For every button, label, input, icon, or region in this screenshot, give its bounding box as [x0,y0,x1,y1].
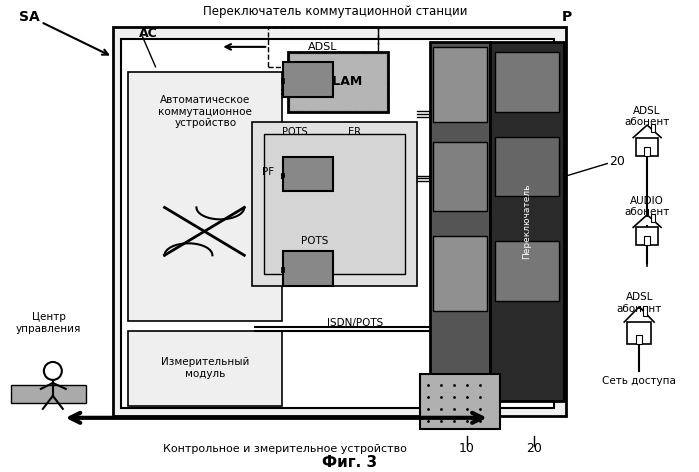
Text: Измерительный
модуль: Измерительный модуль [161,357,250,379]
Bar [288,52,388,112]
Text: 20: 20 [610,155,625,168]
Text: ADSL
абонент: ADSL абонент [624,106,670,127]
Bar [433,236,487,311]
Bar [433,47,487,122]
Text: PF: PF [262,167,274,177]
Bar [283,251,333,286]
Text: P: P [561,10,572,24]
Text: ER: ER [349,126,361,136]
Text: ADSL: ADSL [308,42,338,52]
Text: ADSL
абонент: ADSL абонент [617,292,662,314]
Bar [636,138,658,156]
Bar [113,27,566,416]
Bar [268,27,378,67]
Bar [636,228,658,245]
Bar [627,322,651,344]
Text: Переключатель коммутационной станции: Переключатель коммутационной станции [203,6,468,18]
Bar [643,306,647,315]
Text: Контрольное и змерительное устройство: Контрольное и змерительное устройство [164,444,407,454]
Text: Переключатель: Переключатель [522,184,531,259]
Text: Фиг. 3: Фиг. 3 [322,455,377,470]
Text: AC: AC [138,27,157,41]
Text: POTS: POTS [282,126,308,136]
Bar [11,385,86,403]
Text: 20: 20 [526,442,542,455]
Bar [636,335,642,344]
Bar [495,241,559,301]
Bar [264,134,405,274]
Bar [283,157,333,192]
Text: POTS: POTS [301,236,329,246]
Bar [651,214,655,222]
Bar [290,54,386,110]
Bar [283,62,333,97]
Text: SA: SA [19,10,40,24]
Bar [495,52,559,112]
Bar [430,42,489,401]
Bar [121,39,554,408]
Bar [489,42,564,401]
Bar [128,72,282,321]
Bar [651,124,655,132]
Text: Сеть доступа: Сеть доступа [603,376,676,386]
Text: ISDN/POTS: ISDN/POTS [327,318,383,328]
Bar [252,122,417,286]
Bar [128,331,282,406]
Text: Центр
управления: Центр управления [16,312,82,334]
Bar [644,236,650,245]
Text: 10: 10 [459,442,475,455]
Bar [420,374,500,429]
Bar [644,147,650,156]
Text: DSLAM: DSLAM [313,75,363,88]
Bar [495,136,559,196]
Bar [433,142,487,211]
Text: Автоматическое
коммутационное
устройство: Автоматическое коммутационное устройство [159,95,252,128]
Text: AUDIO
абонент: AUDIO абонент [624,195,670,217]
